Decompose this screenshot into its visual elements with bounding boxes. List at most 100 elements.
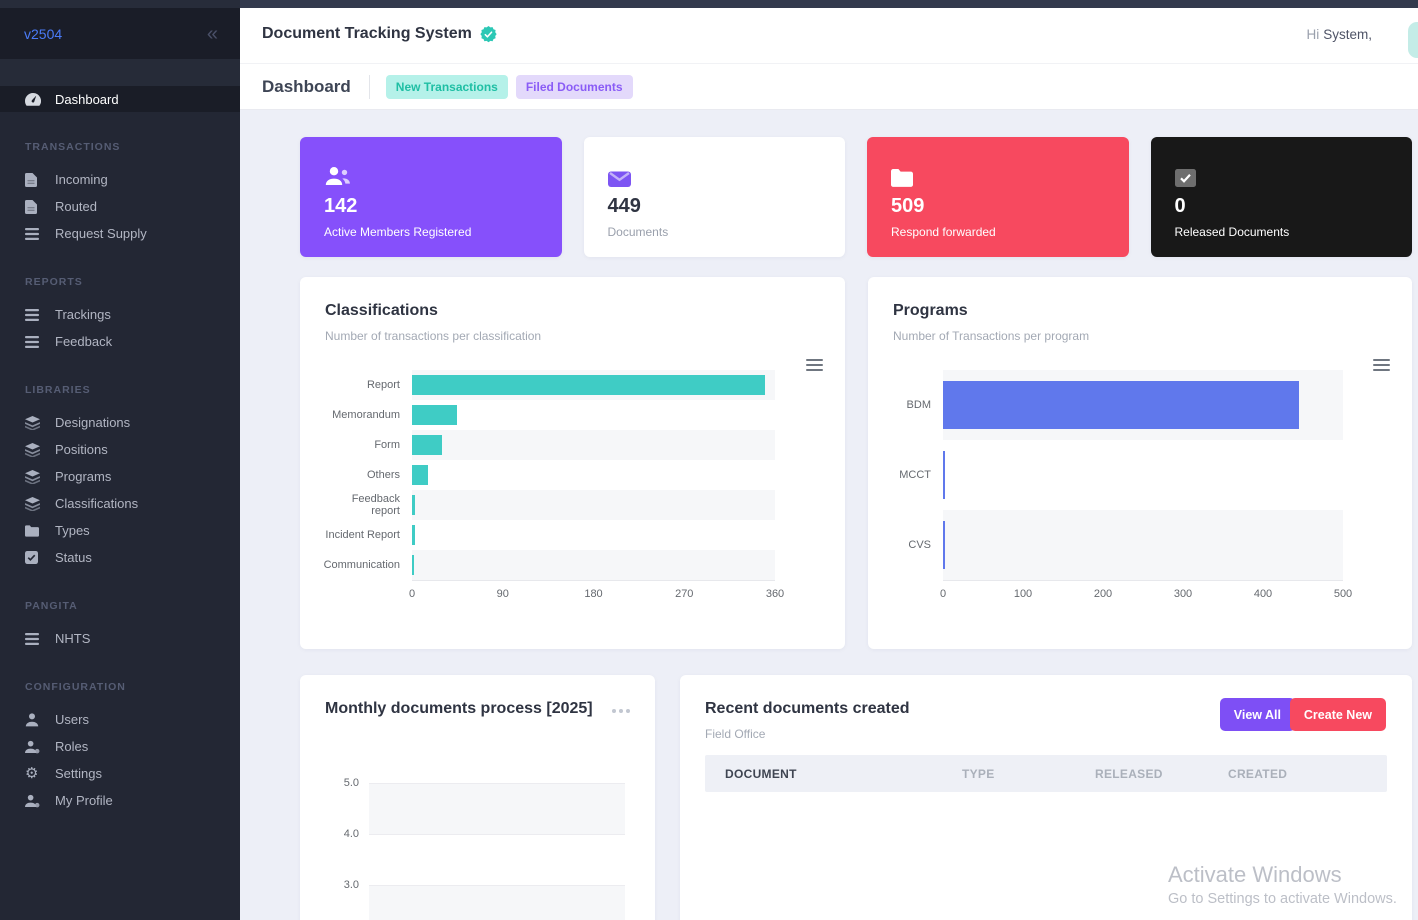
stat-card-documents: 449 Documents [583,137,845,257]
list-icon [25,227,55,240]
bar-row: Memorandum [325,400,820,430]
user-greeting: Hi System, [1306,27,1372,42]
section-title: LIBRARIES [25,384,91,396]
app-title-text: Document Tracking System [262,25,472,42]
bar [412,375,765,395]
sidebar-item-trackings[interactable]: Trackings [0,301,240,328]
sidebar-item-label: Routed [55,199,97,214]
sidebar-item-label: NHTS [55,631,91,646]
recent-documents-card: Recent documents created Field Office Vi… [680,675,1412,920]
category-label: Communication [323,559,400,571]
x-tick: 180 [584,588,603,600]
table-header: DOCUMENT TYPE RELEASED CREATED [705,755,1387,792]
sidebar-item-label: Feedback [55,334,113,349]
sidebar-item-label: Users [55,712,89,727]
bar [412,435,443,455]
category-label: Others [366,469,400,481]
user-icon [25,712,55,727]
x-tick: 200 [1093,588,1113,600]
list-icon [25,308,55,321]
sidebar-item-settings[interactable]: ⚙ Settings [0,760,240,787]
stat-card-released-documents: 0 Released Documents [1150,137,1412,257]
column-header-released: RELEASED [1095,766,1163,781]
divider [368,74,370,99]
section-title: PANGITA [25,600,78,612]
sidebar-item-routed[interactable]: Routed [0,193,240,220]
bar [412,405,458,425]
bar-row: Communication [323,550,820,580]
x-axis: 0 100 200 300 400 500 [939,580,1352,602]
user-role-icon [25,740,55,754]
sidebar-item-designations[interactable]: Designations [0,409,240,436]
monthly-plot: 5.0 4.0 3.0 [325,777,625,920]
checked-box-icon [1174,159,1389,187]
programs-plot: BDM MCCT CVS 0 100 200 300 400 500 [893,370,1387,602]
page-title: Document Tracking System [262,25,497,43]
chart-menu-icon[interactable] [1373,359,1390,374]
x-tick: 0 [939,588,947,600]
chart-title: Programs [893,302,968,319]
x-tick: 500 [1333,588,1353,600]
x-tick: 270 [675,588,694,600]
column-header-created: CREATED [1228,766,1288,781]
sidebar-item-feedback[interactable]: Feedback [0,328,240,355]
sidebar-item-status[interactable]: Status [0,544,240,571]
x-tick: 360 [765,588,785,600]
avatar[interactable] [1408,22,1418,58]
sidebar-item-nhts[interactable]: NHTS [0,625,240,652]
sidebar-item-dashboard[interactable]: Dashboard [0,86,240,112]
layers-icon [25,415,55,430]
bar [412,555,415,575]
programs-chart-card: Programs Number of Transactions per prog… [868,277,1412,649]
sidebar-item-label: Dashboard [55,91,119,107]
sidebar-item-positions[interactable]: Positions [0,436,240,463]
bar [943,451,945,499]
sidebar-item-incoming[interactable]: Incoming [0,166,240,193]
folder-icon [891,159,1105,187]
x-axis: 0 90 180 270 360 [409,580,784,602]
section-title: CONFIGURATION [25,681,126,693]
sidebar-spacer [0,60,240,86]
x-tick: 100 [1013,588,1033,600]
sidebar-section-reports: REPORTS Trackings Feedback [0,276,240,355]
sidebar-item-roles[interactable]: Roles [0,733,240,760]
stat-label: Active Members Registered [324,225,472,239]
greeting-prefix: Hi [1306,27,1320,42]
bar [412,495,416,515]
bar-row: MCCT [893,440,1387,510]
stat-value: 449 [607,195,641,217]
user-role-icon [25,794,55,808]
stat-card-respond-forwarded: 509 Respond forwarded [867,137,1129,257]
bar-row: Incident Report [325,520,820,550]
folder-icon [25,524,55,537]
view-all-button[interactable]: View All [1219,698,1295,731]
bar-row: Report [325,370,820,400]
x-tick: 90 [496,588,509,600]
collapse-sidebar-icon[interactable]: « [206,22,218,45]
filed-documents-chip[interactable]: Filed Documents [515,74,633,99]
sidebar-item-my-profile[interactable]: My Profile [0,787,240,814]
sidebar-item-users[interactable]: Users [0,706,240,733]
new-transactions-chip[interactable]: New Transactions [385,74,508,99]
sidebar-item-programs[interactable]: Programs [0,463,240,490]
sidebar-item-label: Trackings [55,307,111,322]
category-label: BDM [906,399,931,411]
chart-subtitle: Number of transactions per classificatio… [325,329,542,343]
create-new-button[interactable]: Create New [1289,698,1386,731]
section-subtitle: Field Office [705,727,766,741]
sidebar-item-request-supply[interactable]: Request Supply [0,220,240,247]
sidebar-item-label: Incoming [55,172,108,187]
chart-menu-icon[interactable] [806,359,823,374]
more-menu-icon[interactable] [612,709,630,713]
stat-label: Respond forwarded [891,225,996,239]
y-tick: 5.0 [343,777,359,789]
app-header: Document Tracking System Hi System, [240,8,1418,64]
watermark-line1: Activate Windows [1168,862,1342,887]
layers-icon [25,442,55,457]
y-tick: 4.0 [343,828,359,840]
version-link[interactable]: v2504 [24,25,63,42]
category-label: Form [374,439,400,451]
sidebar-item-classifications[interactable]: Classifications [0,490,240,517]
watermark-line2: Go to Settings to activate Windows. [1168,891,1397,907]
sidebar-item-types[interactable]: Types [0,517,240,544]
